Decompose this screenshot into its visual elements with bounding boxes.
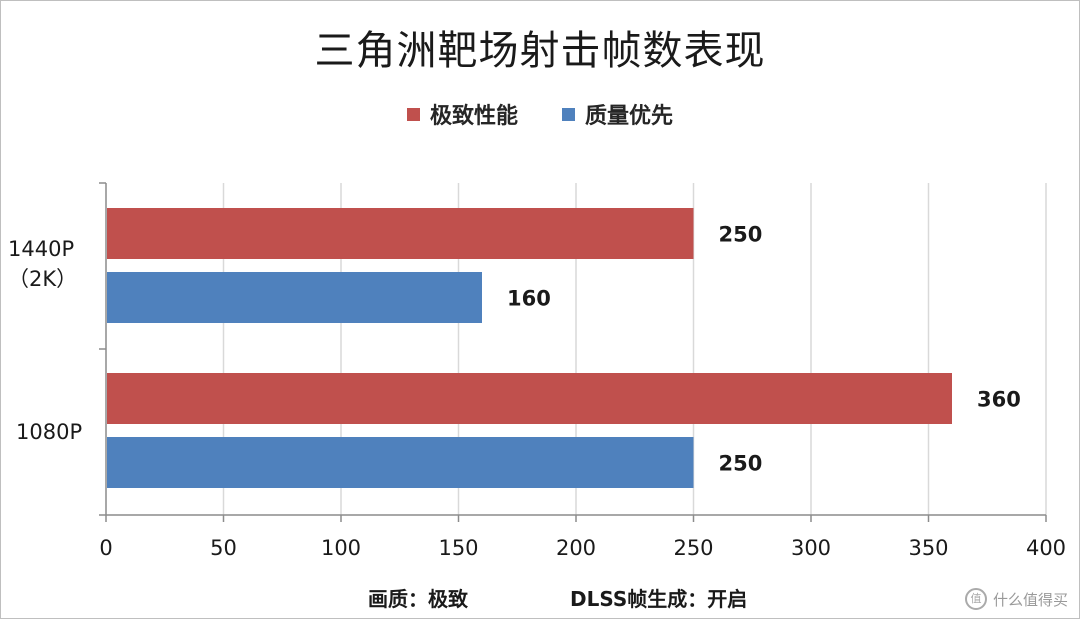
bar	[107, 437, 694, 488]
category-label-1440p: 1440P （2K）	[8, 234, 77, 294]
x-tick-label: 100	[321, 536, 361, 560]
data-label: 250	[719, 223, 763, 247]
legend-swatch-series-0	[406, 107, 420, 121]
chart-title: 三角洲靶场射击帧数表现	[314, 28, 766, 74]
bar	[107, 373, 952, 424]
legend: 极致性能 质量优先	[0, 98, 1080, 130]
data-label: 160	[507, 287, 551, 311]
legend-item-series-0: 极致性能	[406, 98, 518, 130]
x-tick-label: 200	[556, 536, 596, 560]
x-tick-label: 0	[99, 536, 112, 560]
x-tick-label: 150	[438, 536, 478, 560]
category-label-line: 1080P	[16, 420, 83, 444]
x-tick-label: 400	[1026, 536, 1066, 560]
x-tick-label: 300	[791, 536, 831, 560]
footer-quality-note: 画质：极致	[368, 587, 468, 611]
watermark-text: 什么值得买	[992, 590, 1068, 609]
legend-label-series-1: 质量优先	[585, 104, 674, 129]
data-label: 360	[977, 388, 1021, 412]
legend-item-series-1: 质量优先	[562, 98, 673, 130]
footer-dlss-note: DLSS帧生成：开启	[570, 587, 748, 611]
x-tick-label: 350	[908, 536, 948, 560]
legend-swatch-series-1	[562, 107, 575, 121]
data-label: 250	[719, 452, 763, 476]
x-tick-label: 250	[673, 536, 713, 560]
x-tick-label: 50	[210, 536, 237, 560]
bar	[107, 272, 482, 323]
category-label-1080p: 1080P	[16, 417, 82, 447]
legend-label-series-0: 极致性能	[429, 104, 518, 129]
category-label-line: （2K）	[8, 267, 78, 291]
bar	[107, 208, 694, 259]
category-label-line: 1440P	[8, 237, 75, 261]
watermark: 值 什么值得买	[964, 588, 1068, 610]
watermark-icon: 值	[964, 588, 987, 610]
